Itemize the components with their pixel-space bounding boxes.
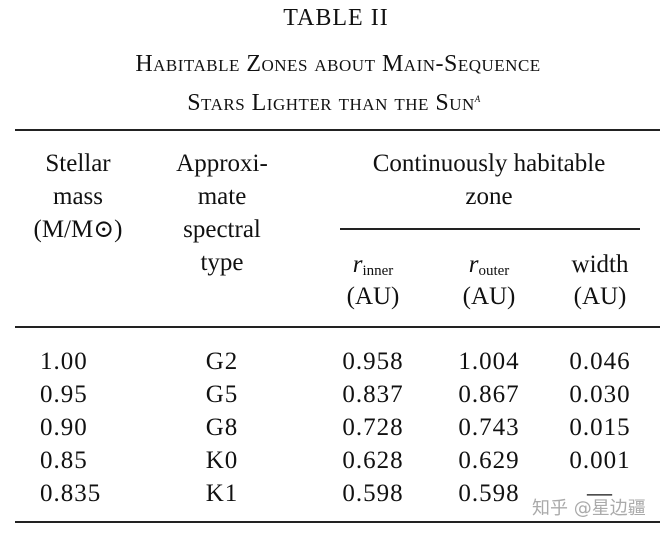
column-header: Approxi- — [176, 150, 268, 177]
unit: (AU) — [573, 283, 627, 310]
column-header: type — [200, 249, 244, 276]
table-title-line: Stars Lighter than the Suna — [187, 85, 481, 116]
group-header: zone — [465, 183, 513, 210]
column-header: Stellar — [45, 150, 111, 177]
column-header: spectral — [183, 216, 261, 243]
title-text: Stars Lighter than the Sun — [187, 90, 475, 116]
symbol: r — [352, 251, 363, 278]
cell: 0.629 — [458, 447, 520, 474]
column-header: (M/M⊙) — [33, 216, 123, 243]
cell: 1.004 — [458, 348, 520, 375]
cell: G8 — [205, 414, 239, 441]
unit: (AU) — [462, 283, 516, 310]
sub-column-header: rinner — [353, 252, 394, 284]
watermark: 知乎 @星边疆 — [532, 498, 646, 519]
sub-column-header: width — [572, 252, 629, 277]
symbol: width — [571, 251, 629, 278]
symbol: r — [468, 251, 479, 278]
cell: 0.958 — [342, 348, 404, 375]
cell: 0.046 — [569, 348, 631, 375]
column-header: mass — [53, 183, 103, 210]
cell: 0.835 — [40, 480, 102, 507]
header-rule — [15, 326, 660, 328]
cell: 0.743 — [458, 414, 520, 441]
cell: 0.728 — [342, 414, 404, 441]
cell: 0.95 — [40, 381, 88, 408]
cell: 0.598 — [342, 480, 404, 507]
cell: 0.837 — [342, 381, 404, 408]
cell: 0.867 — [458, 381, 520, 408]
subscript: outer — [478, 263, 510, 279]
group-rule — [340, 228, 640, 230]
cell: 0.628 — [342, 447, 404, 474]
cell: — — [587, 480, 613, 507]
cell: 0.001 — [569, 447, 631, 474]
table-label: TABLE II — [283, 5, 389, 31]
cell: 0.015 — [569, 414, 631, 441]
column-header: mate — [197, 183, 247, 210]
group-header: Continuously habitable — [372, 150, 606, 177]
cell: K0 — [205, 447, 239, 474]
cell: K1 — [205, 480, 239, 507]
cell: 1.00 — [40, 348, 88, 375]
cell: 0.90 — [40, 414, 88, 441]
top-rule — [15, 129, 660, 131]
bottom-rule — [15, 521, 660, 523]
cell: 0.598 — [458, 480, 520, 507]
cell: 0.85 — [40, 447, 88, 474]
cell: 0.030 — [569, 381, 631, 408]
cell: G2 — [205, 348, 239, 375]
table-title-line: Habitable Zones about Main-Sequence — [135, 51, 541, 77]
unit: (AU) — [346, 283, 400, 310]
cell: G5 — [205, 381, 239, 408]
footnote-mark: a — [474, 90, 481, 105]
sub-column-header: router — [469, 252, 510, 284]
subscript: inner — [362, 263, 394, 279]
